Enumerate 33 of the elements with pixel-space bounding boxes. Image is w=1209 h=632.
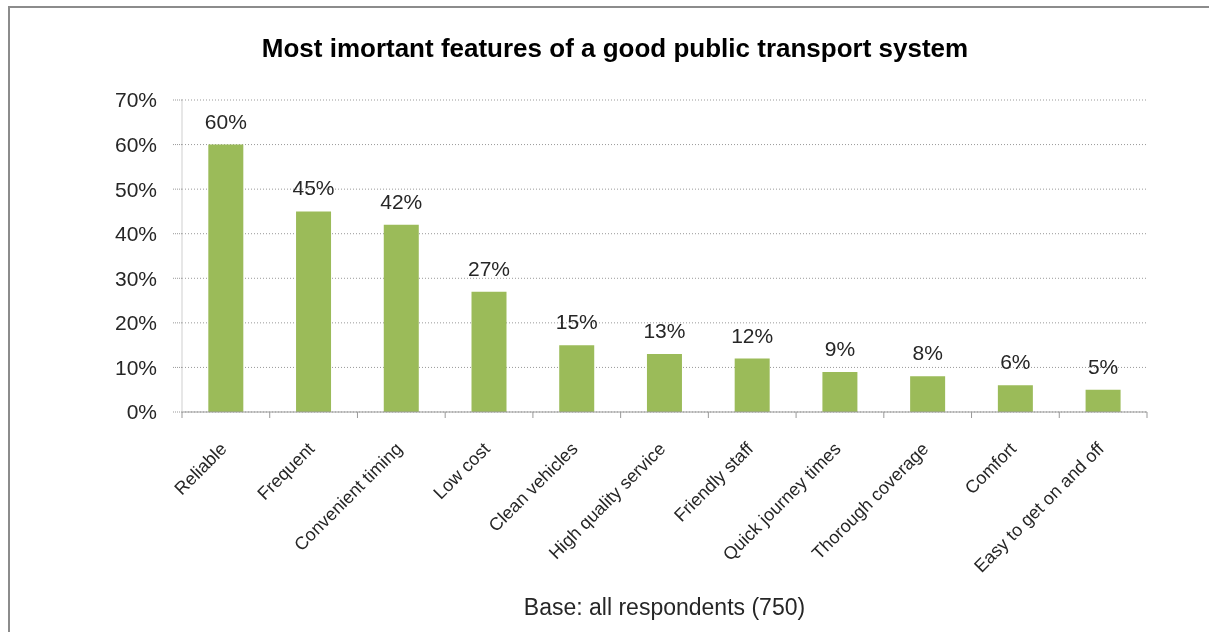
chart-title: Most imortant features of a good public transport system [260,33,970,63]
y-tick-label: 20% [114,311,157,335]
bar [208,144,244,412]
data-label: 9% [824,336,856,360]
data-label: 8% [912,341,943,365]
data-label: 12% [731,323,774,347]
y-tick-label: 10% [114,355,157,379]
bar [559,345,595,412]
bar [471,291,507,412]
y-tick-label: 60% [114,133,157,157]
y-tick-label: 0% [126,400,157,424]
text: Base: all respondents (750) [522,594,807,620]
bar [646,354,682,412]
y-tick-label: 50% [114,177,157,201]
data-label: 13% [643,319,686,343]
data-label: 6% [1000,350,1031,374]
bar [1085,389,1121,412]
y-tick-label: 40% [114,222,157,246]
data-label: 45% [292,176,335,200]
x-tick-label: Low cost [429,438,494,504]
bar [383,224,419,412]
bar [910,376,946,412]
bar [734,358,770,412]
data-label: 27% [467,256,511,280]
data-label: 15% [555,310,598,334]
bar [822,371,858,412]
data-label: 60% [204,109,247,133]
data-label: 5% [1087,354,1119,378]
y-tick-label: 30% [114,266,157,290]
data-label: 42% [380,189,423,213]
y-tick-label: 70% [114,88,157,112]
bar [296,211,332,412]
bar [997,385,1033,412]
